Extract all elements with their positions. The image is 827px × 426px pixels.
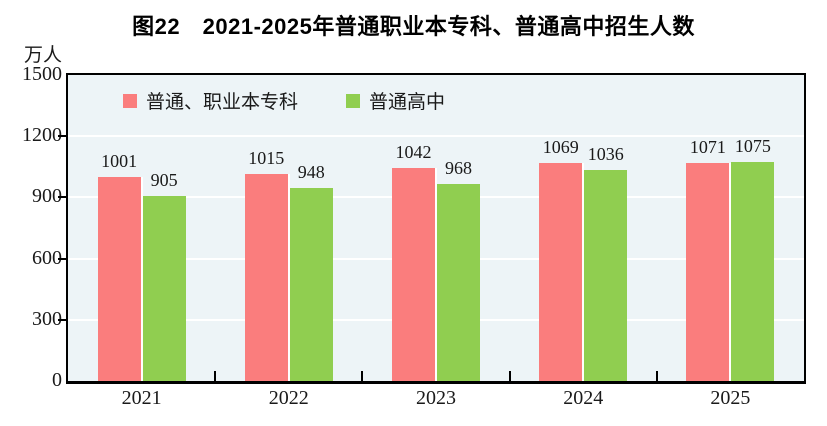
y-axis-label-300: 300 (32, 307, 62, 330)
bar-value-label-series1-2021: 1001 (101, 150, 138, 171)
y-axis-label-0: 0 (52, 369, 62, 391)
y-axis-tick-300 (58, 318, 66, 321)
bar-value-label-series2-2022: 948 (297, 161, 325, 182)
legend-item-series1: 普通、职业本专科 (123, 87, 298, 114)
bar-value-label-series1-2022: 1015 (248, 147, 285, 168)
legend-label-series2: 普通高中 (369, 92, 446, 113)
x-axis-tick-3 (508, 371, 511, 381)
y-axis-tick-600 (58, 257, 66, 260)
x-axis-label-2025: 2025 (710, 387, 751, 409)
chart-title: 图22 2021-2025年普通职业本专科、普通高中招生人数 (132, 14, 695, 39)
bar-value-label-series2-2021: 905 (150, 170, 178, 191)
bar-series1-2022 (244, 173, 290, 381)
bar-value-label-series2-2023: 968 (444, 157, 472, 178)
bar-series1-2025 (686, 162, 732, 381)
legend-swatch-series1 (123, 93, 137, 108)
x-axis-label-2022: 2022 (268, 387, 309, 409)
bar-value-label-series2-2024: 1036 (587, 143, 624, 164)
bar-value-label-series1-2025: 1071 (689, 136, 726, 157)
legend-label-series1: 普通、职业本专科 (146, 92, 299, 113)
y-axis-label-600: 600 (32, 246, 62, 269)
x-axis-label-2024: 2024 (563, 387, 604, 409)
bar-value-label-series1-2024: 1069 (542, 136, 579, 157)
y-axis-label-1200: 1200 (22, 124, 62, 147)
y-axis-tick-1200 (58, 135, 66, 138)
x-axis-tick-1 (214, 371, 217, 381)
category-cell-2024: 1069 1036 (510, 75, 657, 381)
bar-value-label-series2-2025: 1075 (734, 135, 771, 156)
plot-inner: 1001 905 1015 948 1042 968 1069 1036 1071 1075 普通、… (68, 75, 804, 381)
bar-series1-2023 (391, 168, 437, 381)
y-axis-label-900: 900 (32, 185, 62, 208)
category-cell-2023: 1042 968 (362, 75, 509, 381)
bar-value-label-series1-2023: 1042 (395, 142, 432, 163)
x-axis-tick-2 (361, 371, 364, 381)
bar-series2-2021 (142, 196, 186, 381)
legend: 普通、职业本专科 普通高中 (123, 87, 445, 114)
bar-series1-2021 (97, 176, 143, 381)
x-axis-label-2021: 2021 (121, 387, 162, 409)
y-axis-tick-900 (58, 196, 66, 199)
category-cell-2022: 1015 948 (215, 75, 362, 381)
bar-series1-2024 (539, 162, 585, 381)
legend-item-series2: 普通高中 (346, 87, 445, 114)
bar-series2-2022 (289, 187, 333, 381)
category-cell-2025: 1071 1075 (657, 75, 804, 381)
x-axis-label-2023: 2023 (415, 387, 456, 409)
bar-series2-2025 (731, 161, 775, 381)
x-axis-tick-4 (655, 371, 658, 381)
gridline-1200 (68, 135, 804, 138)
y-axis-label-1500: 1500 (22, 63, 62, 85)
legend-swatch-series2 (346, 93, 361, 108)
bar-series2-2024 (584, 169, 628, 381)
y-axis-unit-label: 万人 (23, 45, 62, 66)
bar-series2-2023 (436, 183, 480, 381)
category-cell-2021: 1001 905 (68, 75, 215, 381)
plot-area: 1001 905 1015 948 1042 968 1069 1036 1071 1075 普通、… (66, 73, 806, 384)
